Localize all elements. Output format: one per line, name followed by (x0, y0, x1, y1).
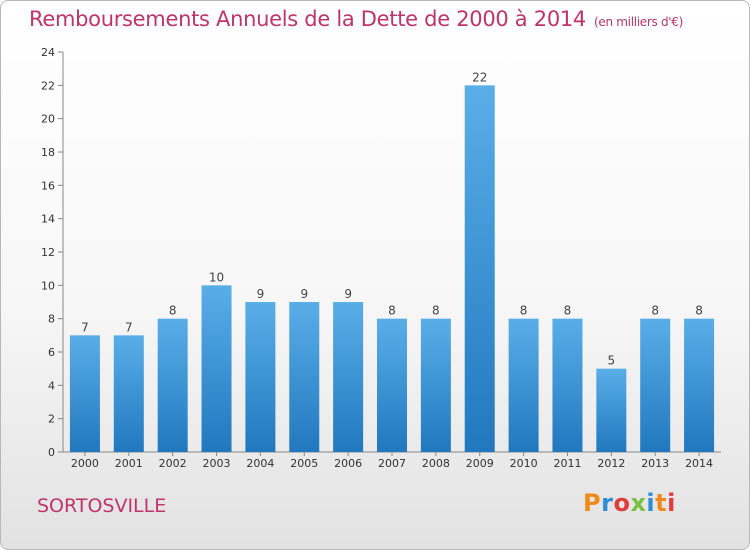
bar-2002 (157, 318, 188, 452)
commune-name: SORTOSVILLE (37, 495, 167, 517)
y-tick-label: 6 (48, 346, 55, 359)
x-tick-label-2006: 2006 (334, 457, 362, 470)
logo-letter: x (630, 489, 647, 517)
bar-2005 (289, 302, 320, 452)
x-tick-label-2008: 2008 (422, 457, 450, 470)
y-tick-label: 2 (48, 413, 55, 426)
data-label-2004: 9 (257, 287, 265, 301)
bar-2014 (684, 318, 715, 452)
bar-2003 (201, 285, 232, 452)
data-label-2006: 9 (344, 287, 352, 301)
chart-title-text: Remboursements Annuels de la Dette de 20… (29, 7, 586, 31)
y-tick-label: 24 (41, 46, 55, 59)
x-tick-label-2014: 2014 (685, 457, 713, 470)
logo-letter: i (646, 489, 656, 517)
logo-letter: t (655, 489, 668, 517)
data-label-2012: 5 (608, 354, 616, 368)
chart-title: Remboursements Annuels de la Dette de 20… (29, 7, 683, 31)
bar-2004 (245, 302, 276, 452)
data-label-2003: 10 (209, 270, 224, 284)
bar-2008 (420, 318, 451, 452)
y-tick-label: 10 (41, 279, 55, 292)
data-label-2009: 22 (472, 70, 487, 84)
x-tick-label-2007: 2007 (378, 457, 406, 470)
bar-2010 (508, 318, 539, 452)
x-tick-label-2010: 2010 (510, 457, 538, 470)
logo-letter: P (583, 489, 602, 517)
x-tick-label-2000: 2000 (71, 457, 99, 470)
x-tick-label-2005: 2005 (290, 457, 318, 470)
y-tick-label: 22 (41, 79, 55, 92)
proxiti-logo[interactable]: Proxiti (583, 489, 676, 517)
data-label-2008: 8 (432, 304, 440, 318)
data-label-2010: 8 (520, 304, 528, 318)
data-label-2005: 9 (300, 287, 308, 301)
logo-letter: r (601, 489, 614, 517)
x-tick-label-2013: 2013 (641, 457, 669, 470)
y-tick-label: 14 (41, 213, 55, 226)
y-tick-label: 12 (41, 246, 55, 259)
chart-subtitle: (en milliers d'€) (594, 15, 684, 29)
x-tick-label-2012: 2012 (597, 457, 625, 470)
bar-2012 (596, 368, 627, 452)
x-tick-label-2001: 2001 (115, 457, 143, 470)
x-tick-label-2003: 2003 (203, 457, 231, 470)
y-tick-label: 4 (48, 379, 55, 392)
y-tick-label: 18 (41, 146, 55, 159)
bar-2011 (552, 318, 583, 452)
y-tick-label: 20 (41, 113, 55, 126)
y-tick-label: 16 (41, 179, 55, 192)
bar-2001 (113, 335, 144, 452)
y-tick-label: 0 (48, 446, 55, 459)
bar-2009 (464, 85, 495, 452)
data-label-2000: 7 (81, 320, 89, 334)
data-label-2001: 7 (125, 320, 133, 334)
bar-2013 (640, 318, 671, 452)
x-tick-label-2011: 2011 (553, 457, 581, 470)
data-label-2013: 8 (651, 304, 659, 318)
bar-2006 (333, 302, 364, 452)
x-tick-label-2004: 2004 (246, 457, 274, 470)
data-label-2002: 8 (169, 304, 177, 318)
logo-letter: o (613, 489, 631, 517)
bar-2000 (69, 335, 100, 452)
data-label-2007: 8 (388, 304, 396, 318)
chart-bars: 7 7 8 10 9 9 9 8 8 22 8 8 5 8 8 (69, 70, 715, 452)
y-tick-label: 8 (48, 313, 55, 326)
logo-letter: i (667, 489, 676, 517)
data-label-2014: 8 (695, 304, 703, 318)
bar-2007 (377, 318, 407, 452)
x-tick-label-2009: 2009 (466, 457, 494, 470)
data-label-2011: 8 (564, 304, 572, 318)
x-tick-label-2002: 2002 (159, 457, 187, 470)
